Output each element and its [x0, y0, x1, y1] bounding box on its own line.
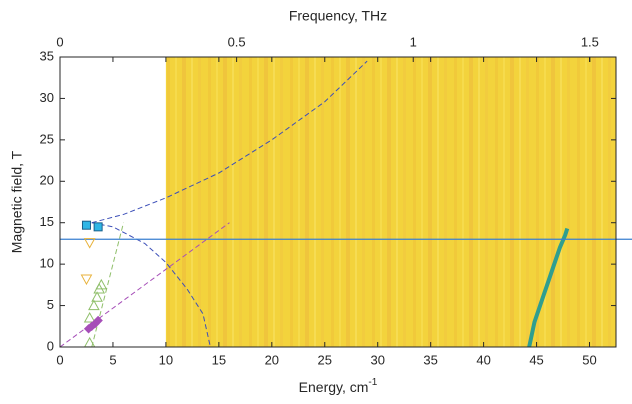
x-tick-label: 40	[476, 352, 490, 367]
y-tick-label: 30	[40, 90, 54, 105]
y-tick-label: 10	[40, 256, 54, 271]
y-tick-label: 15	[40, 214, 54, 229]
x-tick-label: 5	[109, 352, 116, 367]
x-tick-label: 25	[318, 352, 332, 367]
plot-area: 0 5 10 15 20 25 30 35 40 45 50 0 0.5 1 1.5 0 5 10 15 20 25 30…	[40, 34, 632, 367]
x-tick-label: 20	[265, 352, 279, 367]
curve	[91, 222, 125, 348]
y-axis-title: Magnetic field, T	[9, 150, 25, 253]
square-marker	[81, 220, 91, 230]
triangle-marker	[95, 278, 108, 290]
x-tick-label: 0	[56, 352, 63, 367]
x-axis-title-text: Energy, cm	[299, 379, 369, 395]
x-axis-title-sup: -1	[368, 377, 377, 388]
top-tick-label: 0	[56, 34, 63, 49]
y-tick-label: 20	[40, 173, 54, 188]
triangle-marker	[83, 238, 96, 249]
top-tick-label: 1	[410, 34, 417, 49]
triangle-marker	[88, 299, 100, 311]
x-tick-label: 45	[529, 352, 543, 367]
x-tick-label: 35	[423, 352, 437, 367]
curve	[527, 227, 570, 348]
square-marker	[93, 222, 103, 232]
y-tick-label: 0	[47, 338, 54, 353]
top-tick-label: 0.5	[228, 34, 246, 49]
axes-frame	[59, 56, 617, 348]
diamond-marker	[93, 315, 103, 326]
y-tick-label: 35	[40, 48, 54, 63]
x-tick-label: 10	[159, 352, 173, 367]
x-tick-label: 15	[212, 352, 226, 367]
x-tick-label: 50	[582, 352, 596, 367]
triangle-marker	[80, 274, 93, 286]
top-axis-title: Frequency, THz	[289, 8, 387, 24]
curve	[91, 60, 368, 224]
triangle-marker	[83, 311, 96, 323]
triangle-marker	[91, 291, 103, 302]
heatmap-tint	[165, 57, 616, 347]
x-axis-title: Energy, cm-1	[299, 377, 378, 395]
x-tick-label: 30	[370, 352, 384, 367]
y-tick-label: 5	[47, 297, 54, 312]
y-tick-label: 25	[40, 131, 54, 146]
top-tick-label: 1.5	[581, 34, 599, 49]
